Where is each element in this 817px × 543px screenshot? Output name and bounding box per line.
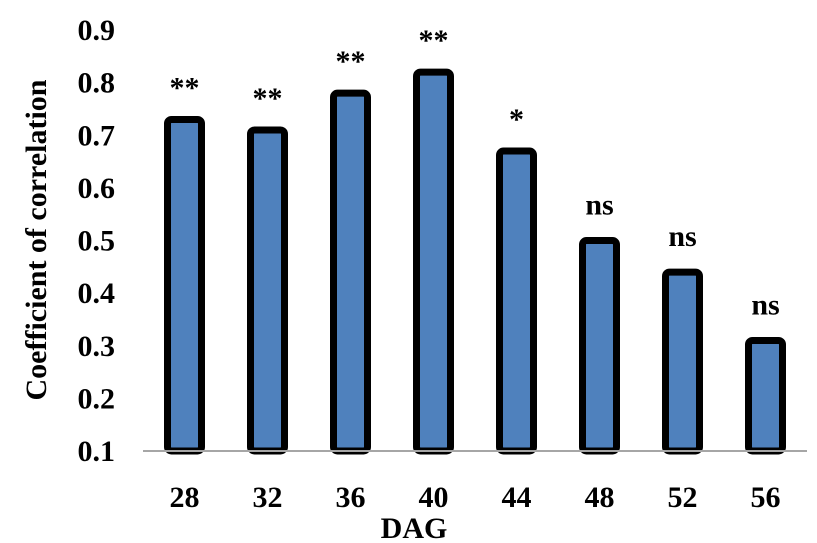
y-tick-label: 0.4 (78, 277, 116, 310)
x-axis-title: DAG (381, 512, 448, 543)
bar (164, 115, 205, 455)
x-tick-label: 44 (502, 481, 532, 514)
y-tick-label: 0.3 (78, 330, 116, 363)
significance-label: ** (336, 45, 366, 78)
y-tick-label: 0.5 (78, 225, 116, 258)
bar (662, 268, 703, 455)
bar (579, 237, 620, 455)
bars (164, 68, 786, 455)
y-axis-title: Coefficient of correlation (20, 79, 53, 400)
y-tick-label: 0.2 (78, 382, 116, 415)
x-tick-label: 28 (170, 481, 200, 514)
x-tick-label: 32 (253, 481, 283, 514)
x-tick-label: 48 (585, 481, 615, 514)
y-tick-label: 0.1 (78, 435, 116, 468)
y-tick-label: 0.9 (78, 14, 116, 47)
significance-label: ** (419, 24, 449, 57)
bar (413, 68, 454, 455)
bar (745, 336, 786, 455)
significance-label: ** (253, 82, 283, 115)
significance-label: ns (668, 220, 696, 253)
significance-label: ns (585, 189, 613, 222)
x-tick-label: 56 (751, 481, 781, 514)
x-tick-label: 36 (336, 481, 366, 514)
x-tick-label: 40 (419, 481, 449, 514)
y-tick-label: 0.7 (78, 119, 116, 152)
y-tick-label: 0.8 (78, 67, 116, 100)
significance-label: * (509, 103, 524, 136)
x-tick-labels: 28 32 36 40 44 48 52 56 (170, 481, 781, 514)
x-tick-label: 52 (668, 481, 698, 514)
bar (496, 147, 537, 455)
significance-label: ** (170, 71, 200, 104)
y-tick-label: 0.6 (78, 172, 116, 205)
y-tick-labels: 0.1 0.2 0.3 0.4 0.5 0.6 0.7 0.8 0.9 (78, 14, 116, 468)
significance-label: ns (751, 288, 779, 321)
bar (247, 126, 288, 455)
bar (330, 89, 371, 455)
